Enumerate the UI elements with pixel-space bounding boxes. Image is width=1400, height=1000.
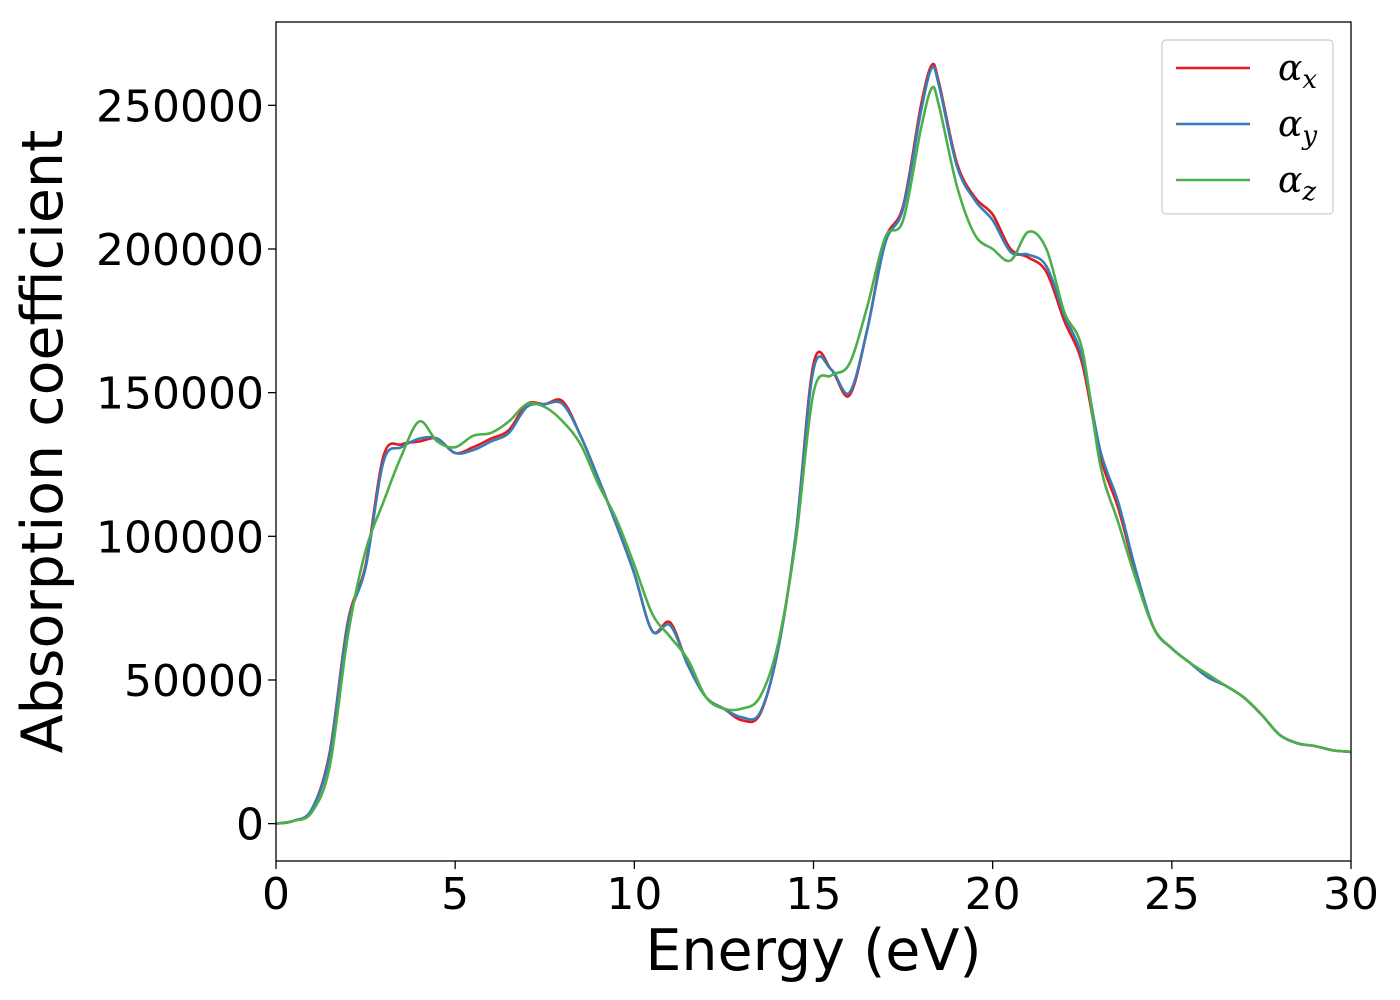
- x-tick-label: 5: [441, 869, 469, 920]
- series-layer: [275, 62, 1352, 825]
- y-tick-label: 250000: [96, 81, 264, 132]
- legend-subscript: y: [1301, 121, 1317, 151]
- y-tick-label: 100000: [96, 512, 264, 563]
- y-tick-label: 0: [236, 800, 264, 851]
- y-tick-label: 50000: [124, 656, 264, 707]
- legend-subscript: z: [1301, 177, 1316, 207]
- legend-subscript: x: [1302, 65, 1317, 95]
- x-axis: 0 5 10 15 20 25 30: [262, 861, 1379, 920]
- y-axis-label: Absorption coefficient: [10, 130, 76, 754]
- x-tick-label: 20: [965, 869, 1021, 920]
- x-tick-label: 15: [786, 869, 842, 920]
- x-axis-label: Energy (eV): [645, 918, 981, 984]
- x-tick-label: 10: [606, 869, 662, 920]
- x-tick-label: 0: [262, 869, 290, 920]
- x-tick-label: 25: [1144, 869, 1200, 920]
- y-tick-label: 200000: [96, 225, 264, 276]
- legend-box: [1161, 39, 1334, 215]
- x-tick-label: 30: [1323, 869, 1379, 920]
- series-line-alpha-z: [275, 85, 1352, 825]
- y-axis: 0 50000 100000 150000 200000 250000: [96, 81, 276, 851]
- y-tick-label: 150000: [96, 369, 264, 420]
